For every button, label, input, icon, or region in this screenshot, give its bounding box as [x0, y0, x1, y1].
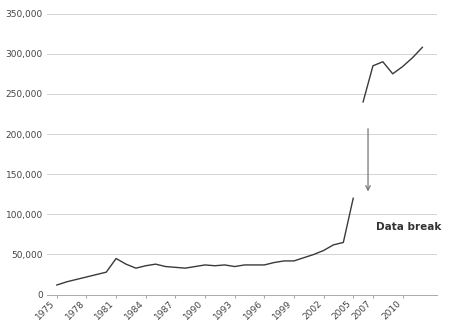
Text: Data break: Data break [376, 222, 441, 232]
